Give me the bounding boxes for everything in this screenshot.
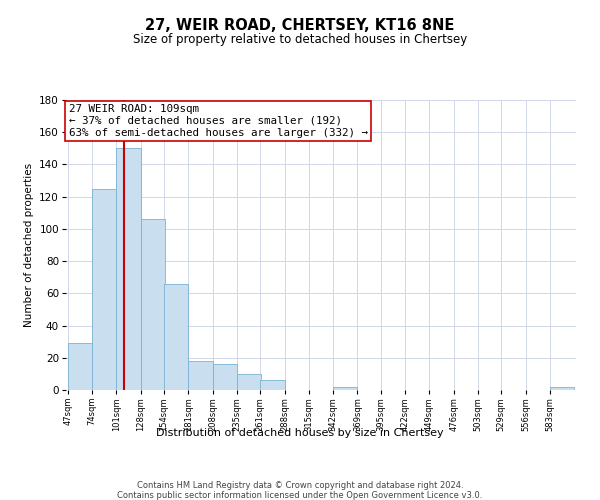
Bar xyxy=(164,284,188,390)
Bar xyxy=(333,387,358,390)
Text: 27, WEIR ROAD, CHERTSEY, KT16 8NE: 27, WEIR ROAD, CHERTSEY, KT16 8NE xyxy=(145,18,455,32)
Text: 27 WEIR ROAD: 109sqm
← 37% of detached houses are smaller (192)
63% of semi-deta: 27 WEIR ROAD: 109sqm ← 37% of detached h… xyxy=(68,104,368,138)
Text: Size of property relative to detached houses in Chertsey: Size of property relative to detached ho… xyxy=(133,32,467,46)
Bar xyxy=(212,364,237,390)
Bar xyxy=(116,148,140,390)
Text: Distribution of detached houses by size in Chertsey: Distribution of detached houses by size … xyxy=(156,428,444,438)
Bar xyxy=(260,380,284,390)
Bar xyxy=(188,361,212,390)
Bar xyxy=(140,219,165,390)
Bar xyxy=(237,374,261,390)
Text: Contains public sector information licensed under the Open Government Licence v3: Contains public sector information licen… xyxy=(118,491,482,500)
Text: Contains HM Land Registry data © Crown copyright and database right 2024.: Contains HM Land Registry data © Crown c… xyxy=(137,481,463,490)
Bar xyxy=(92,188,116,390)
Bar xyxy=(68,344,92,390)
Bar xyxy=(550,387,574,390)
Y-axis label: Number of detached properties: Number of detached properties xyxy=(24,163,34,327)
